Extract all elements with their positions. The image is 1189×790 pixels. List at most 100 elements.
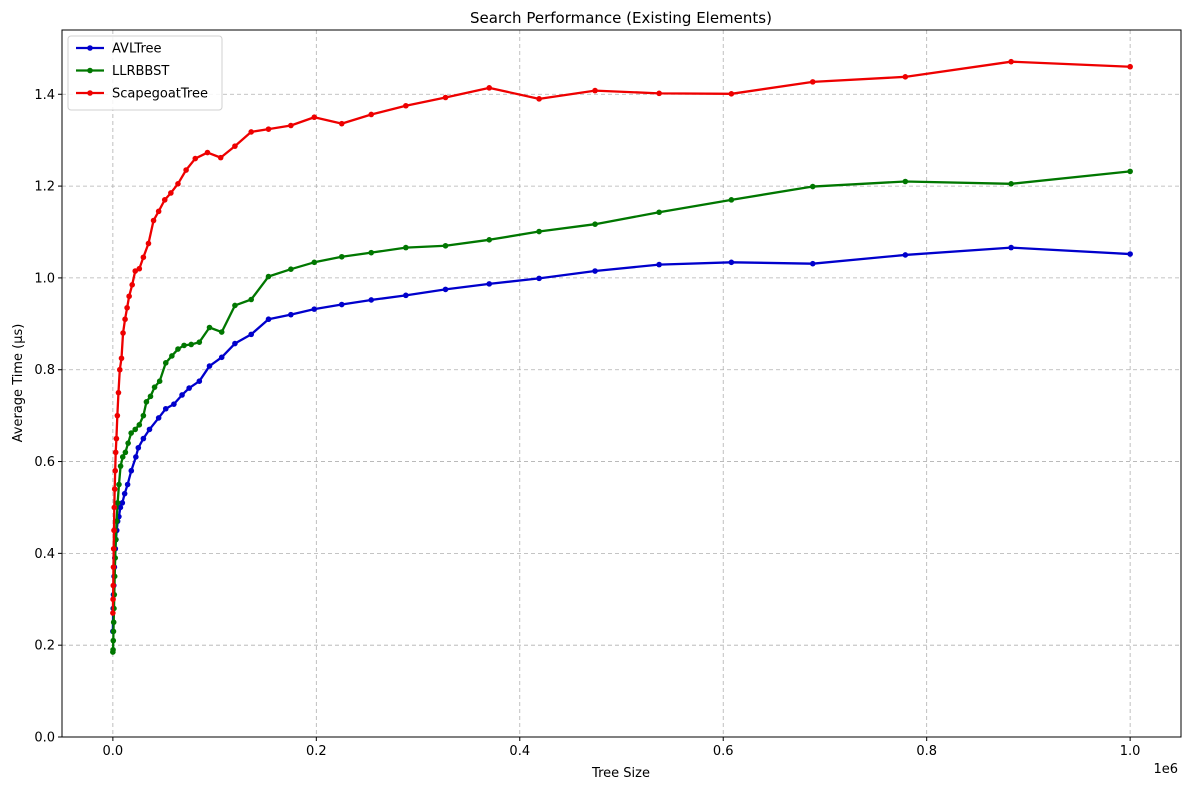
data-point: [162, 360, 169, 366]
data-point: [728, 259, 735, 266]
data-point: [311, 259, 318, 266]
data-point: [181, 342, 187, 349]
y-tick-label: 0.8: [34, 363, 55, 378]
data-point: [110, 619, 117, 626]
y-tick-label: 1.2: [34, 180, 55, 195]
data-point: [113, 435, 120, 442]
data-point: [368, 111, 375, 118]
legend-label: LLRBBST: [112, 64, 169, 79]
y-tick-label: 0.6: [34, 455, 55, 470]
data-point: [311, 114, 318, 121]
data-point: [206, 363, 213, 369]
data-point: [288, 311, 294, 318]
data-point: [110, 610, 116, 616]
data-point: [151, 384, 158, 390]
data-point: [368, 297, 375, 303]
data-point: [1127, 63, 1133, 70]
x-axis-title: Tree Size: [591, 766, 650, 781]
data-point: [486, 281, 493, 287]
data-point: [118, 355, 125, 362]
data-point: [112, 449, 119, 456]
data-point: [129, 282, 135, 288]
data-point: [128, 467, 135, 474]
y-tick-label: 1.0: [34, 271, 55, 286]
x-tick-label: 0.6: [713, 744, 734, 759]
data-point: [125, 440, 131, 446]
data-point: [248, 296, 255, 303]
data-point: [120, 330, 126, 336]
data-point: [150, 217, 157, 224]
x-tick-label: 0.2: [306, 744, 327, 759]
data-point: [155, 415, 162, 421]
data-point: [115, 389, 122, 396]
plot-frame: [61, 29, 1182, 738]
data-point: [132, 268, 139, 274]
series-scapegoattree: [110, 58, 1133, 616]
data-point: [206, 324, 213, 331]
data-point: [592, 221, 598, 227]
data-point: [592, 87, 598, 94]
data-point: [656, 90, 662, 97]
x-tick-label: 0.4: [509, 744, 530, 759]
data-point: [171, 401, 177, 407]
data-point: [902, 178, 909, 185]
data-point: [1127, 168, 1133, 175]
series-group: [110, 58, 1133, 655]
data-point: [110, 628, 117, 635]
x-tick-label: 1.0: [1120, 744, 1141, 759]
y-tick-label: 0.4: [34, 547, 55, 562]
data-point: [486, 85, 493, 91]
data-point: [133, 454, 139, 460]
data-point: [169, 353, 175, 359]
data-point: [110, 545, 117, 552]
data-point: [338, 120, 345, 127]
y-tick-label: 1.4: [34, 88, 55, 103]
legend: AVLTree LLRBBST ScapegoatTree: [67, 35, 223, 111]
data-point: [902, 74, 909, 80]
data-point: [119, 500, 126, 506]
data-point: [248, 331, 255, 338]
data-point: [338, 253, 345, 260]
data-point: [442, 94, 449, 101]
data-point: [536, 228, 542, 235]
data-point: [110, 596, 116, 603]
data-point: [110, 637, 117, 644]
x-tick-label: 0.8: [916, 744, 937, 759]
data-point: [110, 646, 116, 653]
data-point: [124, 304, 130, 311]
data-point: [403, 102, 409, 109]
data-point: [265, 126, 272, 132]
data-point: [403, 292, 409, 299]
data-point: [728, 197, 735, 203]
data-point: [311, 306, 318, 312]
data-point: [136, 422, 143, 428]
data-point: [592, 268, 598, 274]
data-point: [116, 366, 123, 373]
axis-ticks: 0.0 0.2 0.4 0.6 0.8 1.0 0.0 0.2 0.4 0.6 0.8 1.0 1.2 1…: [34, 88, 1140, 759]
data-point: [656, 209, 662, 216]
data-point: [809, 79, 816, 85]
legend-label: ScapegoatTree: [112, 87, 208, 102]
data-point: [288, 266, 294, 272]
data-point: [218, 329, 225, 335]
data-point: [232, 340, 238, 347]
legend-item: LLRBBST: [76, 64, 169, 79]
chart-title: Search Performance (Existing Elements): [470, 9, 772, 27]
data-point: [217, 154, 224, 161]
data-point: [135, 444, 142, 451]
legend-box: [67, 35, 223, 111]
data-point: [121, 490, 128, 497]
data-point: [161, 197, 168, 203]
data-point: [145, 240, 152, 247]
data-point: [122, 449, 129, 456]
data-point: [179, 392, 185, 398]
data-point: [111, 486, 118, 492]
data-point: [1008, 244, 1014, 251]
data-point: [168, 190, 174, 196]
data-point: [442, 242, 449, 249]
data-point: [403, 244, 409, 251]
data-point: [132, 426, 139, 433]
data-point: [126, 293, 132, 300]
